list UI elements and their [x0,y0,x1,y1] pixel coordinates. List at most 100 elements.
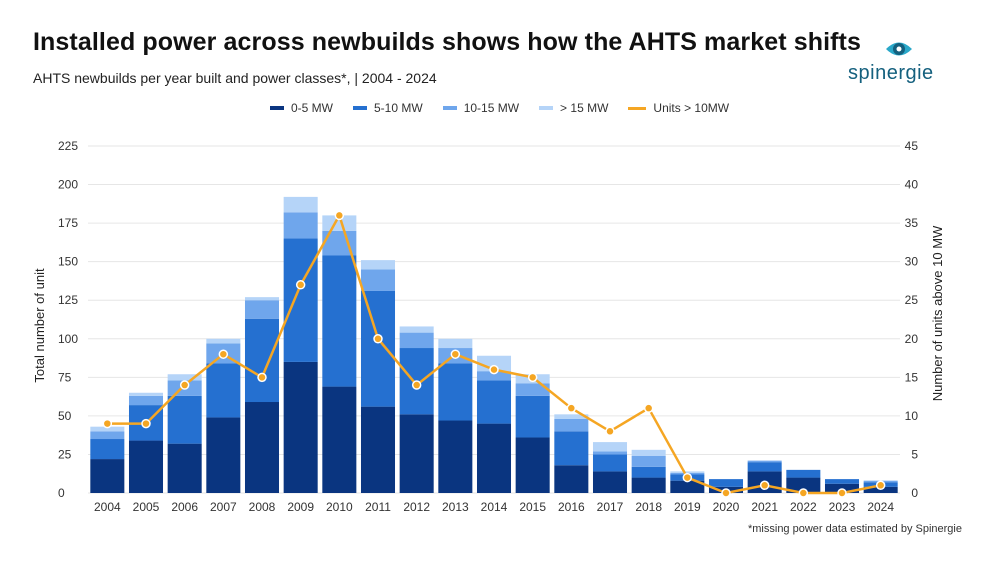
x-tick-label: 2024 [867,500,894,514]
legend-label: Units > 10MW [653,101,730,115]
bar-segment [322,255,357,387]
y-tick-label: 150 [58,255,78,269]
y2-tick-label: 20 [905,332,919,346]
bar-segment [206,338,241,344]
line-point [489,364,499,375]
bar-segment [283,361,318,493]
bar-segment [128,395,164,406]
y2-tick-label: 15 [905,370,919,384]
x-tick-label: 2007 [210,500,237,514]
x-tick-label: 2006 [171,500,198,514]
x-tick-label: 2018 [635,500,662,514]
legend-label: > 15 MW [560,101,609,115]
x-tick-label: 2009 [287,500,314,514]
bar-segment [167,395,202,444]
line-point [179,380,190,390]
bar-segment [244,297,280,301]
bar-segment [167,374,202,381]
x-tick-label: 2013 [442,500,469,514]
bar-segment [167,443,202,493]
bar-segment [476,371,512,381]
bar-segment [322,215,357,231]
line-point [257,372,267,383]
line-point [875,480,886,491]
bar-segment [515,383,550,396]
line-point [837,488,847,498]
bar-segment [592,451,628,455]
y2-tick-label: 10 [905,409,919,423]
y-tick-label: 75 [58,370,72,384]
bar-segment [128,392,164,396]
y-tick-label: 200 [58,178,78,192]
line-point [682,472,693,483]
y2-axis-label: Number of units above 10 MW [930,225,945,401]
line-point [566,403,577,413]
bar-segment [554,414,589,419]
bar-segment [592,454,628,472]
y2-tick-label: 30 [905,255,919,269]
chart-subtitle: AHTS newbuilds per year built and power … [33,70,437,86]
bar-segment [747,462,782,472]
line-point [605,426,615,437]
line-point [141,418,151,429]
bar-segment [90,439,125,460]
bar-segment [554,418,589,432]
legend-line-swatch [628,106,647,110]
legend-item-0-5mw: 0-5 MW [270,101,333,115]
line-point [218,349,229,359]
bar-segment [399,332,434,349]
bar-segment [90,459,125,493]
y2-tick-label: 40 [905,178,919,192]
x-tick-label: 2020 [713,500,740,514]
y-tick-label: 25 [58,447,72,461]
bar-segment [399,414,434,493]
line-point [373,334,383,344]
bar-segment [360,269,396,291]
x-tick-label: 2023 [829,500,856,514]
legend-swatch [353,106,367,110]
bar-segment [786,477,821,493]
x-tick-label: 2005 [133,500,160,514]
legend-label: 0-5 MW [291,101,333,115]
line-point [334,210,345,221]
y2-tick-label: 5 [911,447,918,461]
bar-segment [90,426,125,432]
y2-tick-label: 25 [905,293,919,307]
bar-segment [322,386,357,493]
bar-segment [360,290,396,407]
bar-segment [824,479,860,484]
bar-segment [244,402,280,493]
bar-segment [283,212,318,239]
x-tick-label: 2014 [481,500,508,514]
bar-segment [592,442,628,452]
x-tick-label: 2015 [519,500,546,514]
y-tick-label: 50 [58,409,72,423]
bar-segment [708,479,744,487]
legend-label: 10-15 MW [463,101,520,115]
x-tick-label: 2012 [403,500,430,514]
y2-tick-label: 45 [905,139,919,153]
bar-segment [438,338,473,349]
spinergie-logo: spinergie [848,36,958,86]
y-tick-label: 0 [58,486,65,500]
eye-logo-icon [886,42,912,56]
legend-item-5-10mw: 5-10 MW [353,101,423,115]
legend-item-units-over-10mw: Units > 10MW [628,101,729,115]
legend-swatch [442,106,457,110]
bar-segment [670,480,705,493]
y-tick-label: 225 [58,139,78,153]
bar-segment [747,460,782,463]
legend-swatch [539,106,554,110]
legend-swatch [270,106,284,110]
bar-segment [786,469,821,478]
x-tick-label: 2016 [558,500,585,514]
brand-name: spinergie [848,62,934,84]
legend-label: 5-10 MW [374,101,423,115]
bar-segment [631,455,666,467]
x-tick-label: 2019 [674,500,701,514]
bar-segment [438,363,473,421]
line-point [295,280,306,290]
bar-segment [631,477,666,493]
bar-segment [592,471,628,493]
